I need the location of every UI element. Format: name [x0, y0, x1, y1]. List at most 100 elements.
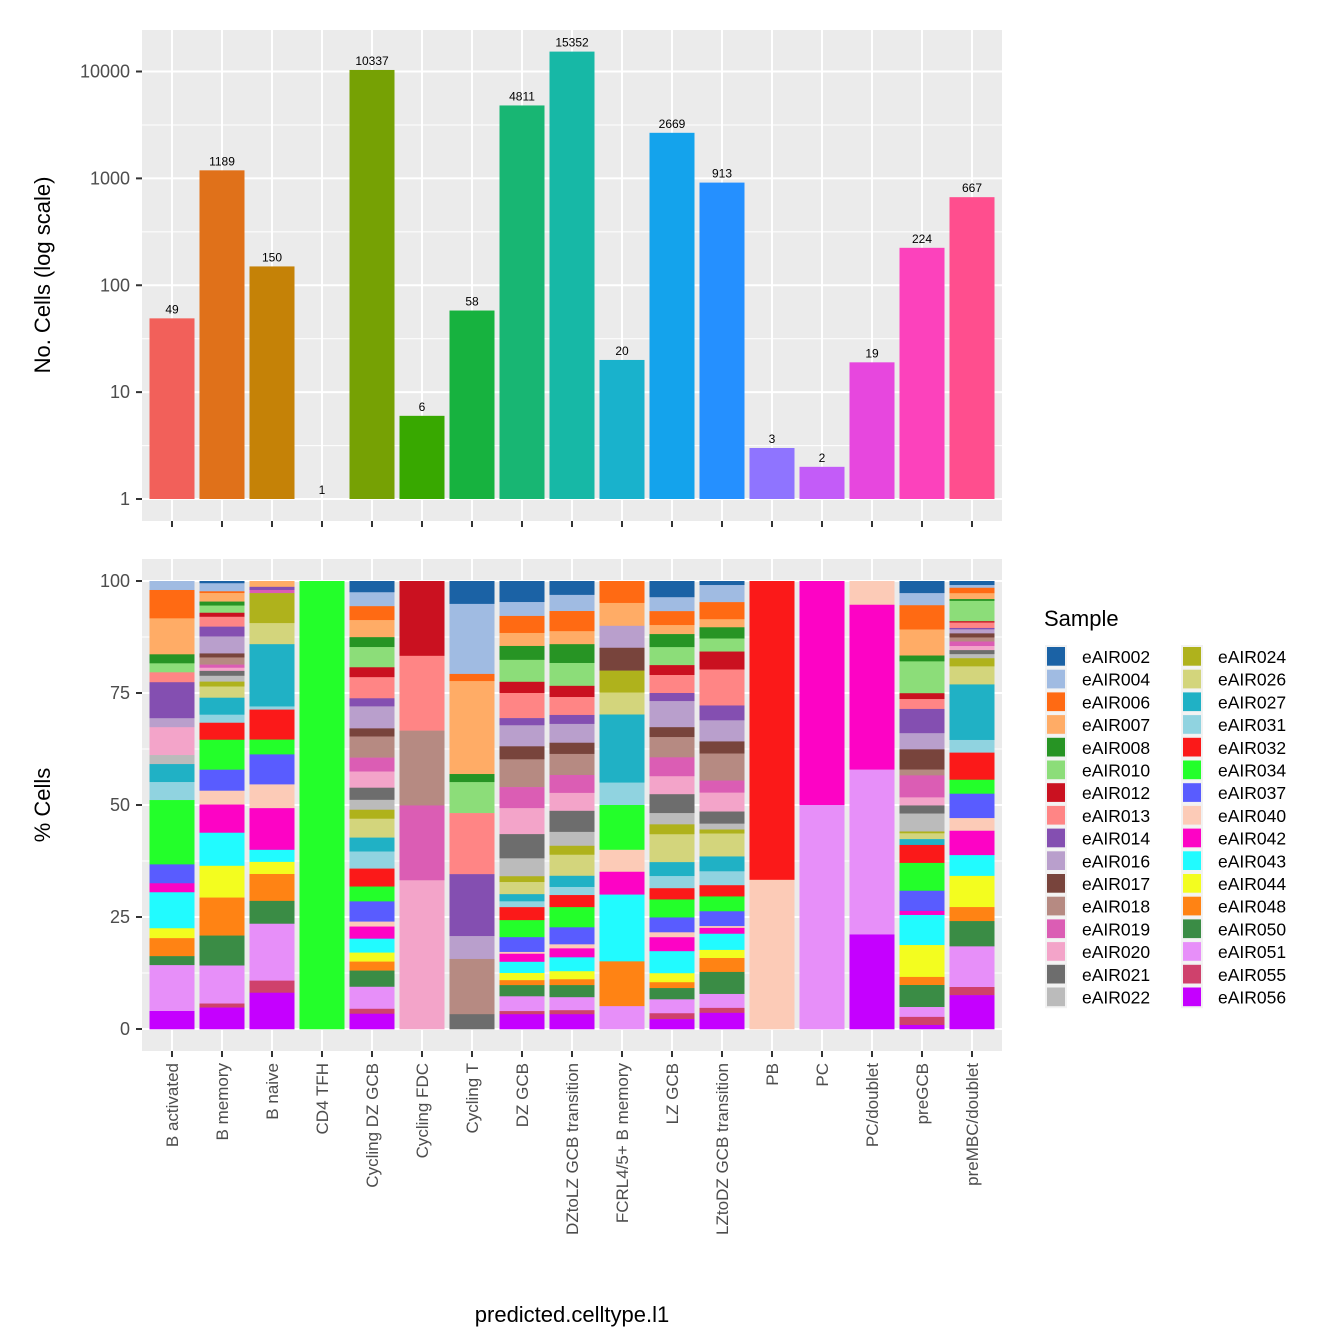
- stack-segment: [699, 638, 745, 652]
- stack-segment: [499, 961, 545, 974]
- stack-segment: [599, 871, 645, 895]
- stack-segment: [199, 591, 245, 594]
- legend-swatch: [1047, 737, 1065, 757]
- stack-segment: [949, 907, 995, 922]
- stack-segment: [249, 644, 295, 707]
- stack-segment: [899, 1016, 945, 1026]
- stack-segment: [399, 880, 445, 1030]
- stack-segment: [349, 886, 395, 902]
- stack-segment: [349, 771, 395, 789]
- bar-data-label: 15352: [555, 36, 589, 50]
- stack-segment: [949, 987, 995, 996]
- bar-data-label: 1: [319, 483, 326, 497]
- stack-segment: [599, 692, 645, 715]
- legend-item: eAIR019: [1045, 917, 1150, 941]
- stack-segment: [649, 597, 695, 612]
- stack-segment: [249, 900, 295, 925]
- stack-segment: [399, 805, 445, 881]
- stack-segment: [499, 581, 545, 603]
- stack-segment: [149, 1011, 195, 1030]
- legend-item: eAIR008: [1045, 735, 1150, 759]
- stack-segment: [849, 604, 895, 770]
- legend-swatch: [1183, 805, 1201, 825]
- stack-segment: [199, 686, 245, 698]
- stack-segment: [249, 709, 295, 740]
- bar-data-label: 3: [769, 432, 776, 446]
- stack-segment: [649, 988, 695, 1000]
- stack-segment: [149, 682, 195, 719]
- legend-item: eAIR048: [1181, 894, 1286, 918]
- stack-segment: [899, 945, 945, 978]
- stack-segment: [699, 602, 745, 620]
- stack-segment: [149, 581, 195, 591]
- stack-segment: [149, 938, 195, 957]
- stack-segment: [899, 831, 945, 834]
- stack-segment: [399, 730, 445, 806]
- legend-label: eAIR031: [1218, 715, 1286, 735]
- stack-segment: [649, 888, 695, 900]
- stacked-bar: [499, 581, 545, 1030]
- stack-segment: [499, 602, 545, 617]
- legend-swatch: [1183, 783, 1201, 802]
- stack-segment: [699, 585, 745, 603]
- stack-segment: [699, 958, 745, 973]
- stack-segment: [349, 606, 395, 621]
- stack-segment: [249, 849, 295, 863]
- stack-segment: [699, 885, 745, 897]
- stack-segment: [549, 581, 595, 596]
- stack-segment: [549, 631, 595, 645]
- stack-segment: [149, 892, 195, 929]
- stack-segment: [649, 675, 695, 694]
- stack-segment: [899, 839, 945, 846]
- stack-segment: [249, 706, 295, 710]
- stack-segment: [349, 736, 395, 758]
- stack-segment: [599, 805, 645, 851]
- count-bar: [949, 197, 995, 499]
- stack-segment: [949, 621, 995, 623]
- count-bar: [199, 170, 245, 499]
- stack-segment: [149, 782, 195, 801]
- stack-segment: [349, 1013, 395, 1030]
- stack-segment: [649, 737, 695, 758]
- count-bar: [649, 132, 695, 499]
- bar-data-label: 20: [615, 344, 629, 358]
- stack-segment: [949, 752, 995, 781]
- stack-segment: [899, 775, 945, 798]
- legend-label: eAIR050: [1218, 919, 1286, 939]
- stack-segment: [149, 883, 195, 893]
- stack-segment: [949, 684, 995, 741]
- x-tick-label: LZtoDZ GCB transition: [713, 1063, 732, 1235]
- legend-item: eAIR034: [1181, 758, 1286, 782]
- stack-segment: [349, 706, 395, 729]
- stack-segment: [199, 664, 245, 669]
- stack-segment: [549, 957, 595, 972]
- stack-segment: [199, 670, 245, 677]
- stack-segment: [349, 799, 395, 811]
- stack-segment: [699, 1007, 745, 1014]
- stack-segment: [199, 612, 245, 618]
- legend-swatch: [1047, 874, 1065, 893]
- bottom-y-axis: 0 25 50 75 100: [100, 571, 142, 1039]
- stack-segment: [699, 871, 745, 886]
- legend-swatch: [1047, 669, 1065, 689]
- stack-segment: [349, 728, 395, 737]
- legend-item: eAIR002: [1045, 645, 1150, 668]
- legend-label: eAIR002: [1082, 647, 1150, 667]
- legend-label: eAIR010: [1082, 761, 1150, 781]
- stack-segment: [499, 980, 545, 986]
- stack-segment: [699, 651, 745, 670]
- stack-segment: [199, 1007, 245, 1030]
- stack-segment: [499, 746, 545, 760]
- stack-segment: [549, 594, 595, 612]
- stack-segment: [899, 805, 945, 814]
- stack-segment: [549, 753, 595, 776]
- stack-segment: [449, 1014, 495, 1030]
- stack-segment: [599, 849, 645, 873]
- stack-segment: [549, 948, 595, 958]
- stack-segment: [349, 986, 395, 1010]
- stack-segment: [949, 779, 995, 795]
- stack-segment: [549, 997, 595, 1011]
- stack-segment: [899, 708, 945, 734]
- legend-label: eAIR013: [1082, 806, 1150, 826]
- legend-label: eAIR044: [1218, 874, 1286, 894]
